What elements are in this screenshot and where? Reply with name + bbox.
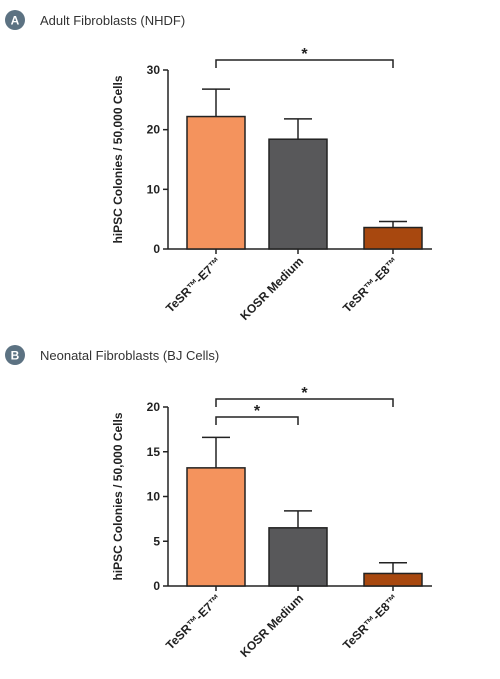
category-label: TeSR™-E8™: [340, 254, 401, 315]
panel-badge-letter: A: [11, 14, 20, 28]
panel-badge: B: [5, 345, 25, 365]
significance-star: *: [301, 385, 308, 402]
category-label: TeSR™-E7™: [163, 254, 224, 315]
panel-badge: A: [5, 10, 25, 30]
chart-title: Adult Fibroblasts (NHDF): [40, 13, 185, 28]
bracket-line: [215, 398, 394, 407]
y-tick-label: 15: [147, 445, 161, 459]
category-label: TeSR™-E7™: [163, 591, 224, 652]
significance-star: *: [301, 46, 308, 63]
bracket-line: [215, 416, 299, 425]
y-tick-label: 20: [147, 400, 161, 414]
bar: [268, 527, 328, 587]
bracket-line: [215, 59, 394, 68]
y-tick-label: 0: [153, 579, 160, 593]
category-label: TeSR™-E8™: [340, 591, 401, 652]
chart-panel-b: B Neonatal Fibroblasts (BJ Cells) 0 5 10 15 20…: [5, 345, 432, 660]
bar: [186, 115, 246, 250]
chart-title: Neonatal Fibroblasts (BJ Cells): [40, 348, 219, 363]
panel-badge-circle: [5, 10, 25, 30]
y-tick-label: 10: [147, 182, 161, 196]
significance-bracket: *: [215, 46, 394, 68]
y-axis-title: hiPSC Colonies / 50,000 Cells: [111, 75, 125, 243]
category-label: KOSR Medium: [237, 254, 306, 323]
significance-bracket: *: [215, 385, 394, 407]
bar: [363, 572, 423, 587]
panel-badge-letter: B: [11, 349, 20, 363]
chart-panel-a: A Adult Fibroblasts (NHDF) 0 10 20 30 hiPSC Co…: [5, 10, 432, 323]
significance-star: *: [254, 403, 261, 420]
panel-badge-circle: [5, 345, 25, 365]
y-tick-label: 30: [147, 63, 161, 77]
category-label: KOSR Medium: [237, 591, 306, 660]
y-tick-label: 5: [153, 534, 160, 548]
y-tick-label: 0: [153, 242, 160, 256]
y-tick-label: 20: [147, 123, 161, 137]
y-tick-label: 10: [147, 490, 161, 504]
bar: [363, 226, 423, 250]
significance-bracket: *: [215, 403, 299, 425]
y-axis-title: hiPSC Colonies / 50,000 Cells: [111, 412, 125, 580]
bar: [186, 467, 246, 587]
bar: [268, 138, 328, 250]
